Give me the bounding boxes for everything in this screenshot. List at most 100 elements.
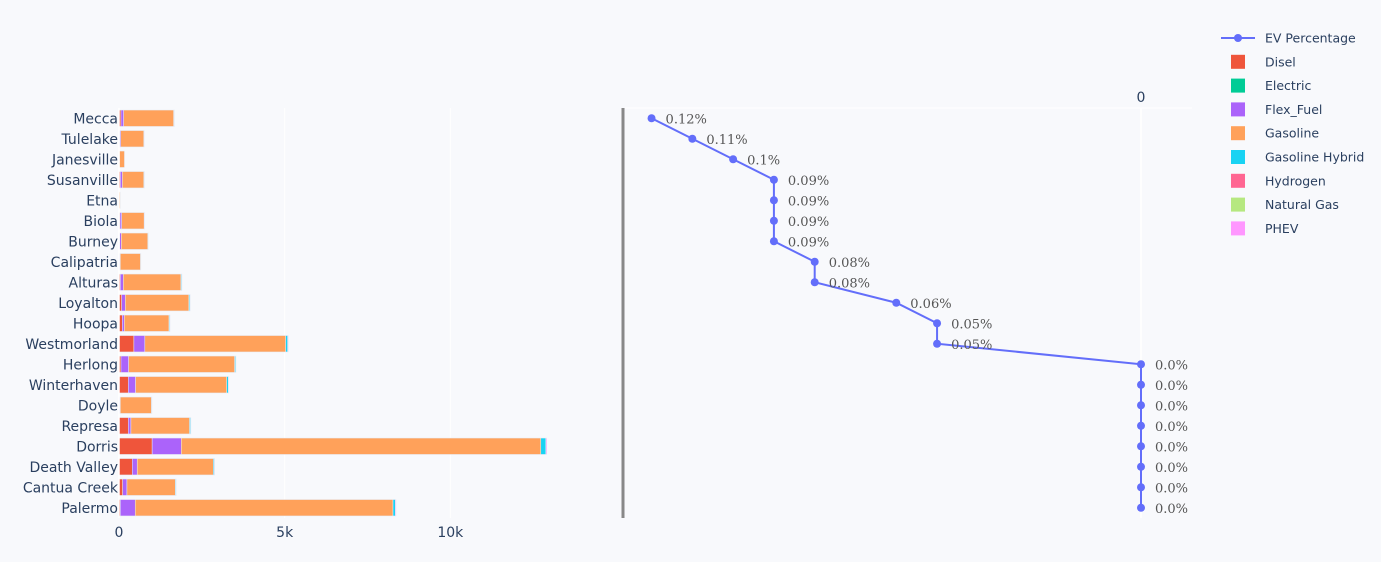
ev-data-label-burney: 0.09% xyxy=(788,235,829,250)
y-tick-label-alturas: Alturas xyxy=(69,275,118,291)
ev-data-label-biola: 0.09% xyxy=(788,215,829,230)
bar-winterhaven-flex-fuel xyxy=(128,376,136,394)
ev-point-mecca xyxy=(647,114,656,123)
bar-mecca-gasoline xyxy=(123,109,174,127)
ev-point-janesville xyxy=(729,155,738,164)
y-tick-label-winterhaven: Winterhaven xyxy=(29,378,118,394)
bar-palermo-gasoline xyxy=(134,499,394,517)
bar-westmorland-gasoline xyxy=(144,335,286,353)
ev-point-doyle xyxy=(1137,401,1145,410)
ev-data-label-susanville: 0.09% xyxy=(788,174,829,189)
bar-doyle-gasoline xyxy=(120,396,152,414)
bar-winterhaven-disel xyxy=(118,376,129,394)
legend-swatch-gasoline xyxy=(1231,126,1245,141)
line-x-tick-label-0: 0 xyxy=(1137,90,1146,106)
bar-westmorland-phev xyxy=(287,335,289,353)
y-tick-label-cantua-creek: Cantua Creek xyxy=(23,480,119,496)
y-tick-label-palermo: Palermo xyxy=(61,501,118,517)
bar-alturas-gasoline xyxy=(123,273,182,291)
bar-loyalton-flex-fuel xyxy=(121,294,126,312)
ev-data-label-herlong: 0.0% xyxy=(1155,358,1188,373)
ev-point-loyalton xyxy=(892,298,901,307)
bar-represa-disel xyxy=(118,417,129,435)
ev-data-label-mecca: 0.12% xyxy=(666,112,707,127)
y-tick-label-represa: Represa xyxy=(61,419,118,435)
ev-point-winterhaven xyxy=(1137,380,1145,389)
y-tick-label-etna: Etna xyxy=(86,193,118,209)
ev-percentage-line xyxy=(651,117,1142,508)
bar-chart xyxy=(118,109,548,517)
bar-dorris-gasoline xyxy=(181,437,542,455)
y-tick-label-westmorland: Westmorland xyxy=(25,337,118,353)
bar-westmorland-flex-fuel xyxy=(133,335,146,353)
bar-burney-gasoline xyxy=(121,232,149,250)
bar-cantua-creek-flex-fuel xyxy=(122,478,128,496)
ev-point-burney xyxy=(769,237,778,246)
ev-data-label-westmorland: 0.05% xyxy=(951,338,992,353)
x-tick-label-5k: 5k xyxy=(276,525,294,541)
ev-point-westmorland xyxy=(933,339,942,348)
legend-swatch-phev xyxy=(1231,221,1245,236)
bar-axes: Mecca Tulelake Janesville Susanville Etna Bio… xyxy=(23,108,464,541)
ev-point-dorris xyxy=(1137,442,1145,451)
bar-susanville-gasoline xyxy=(122,171,145,189)
ev-data-label-represa: 0.0% xyxy=(1155,420,1188,435)
bar-westmorland-disel xyxy=(118,335,135,353)
legend-swatch-gasoline-hybrid xyxy=(1231,150,1245,164)
ev-data-label-dorris: 0.0% xyxy=(1155,440,1188,455)
ev-point-tulelake xyxy=(688,134,697,143)
y-tick-label-mecca: Mecca xyxy=(73,111,118,127)
bar-hoopa-flex-fuel xyxy=(122,314,125,332)
ev-point-herlong xyxy=(1137,360,1145,369)
ev-point-death-valley xyxy=(1137,462,1145,471)
y-tick-label-hoopa: Hoopa xyxy=(73,316,118,332)
y-tick-label-biola: Biola xyxy=(83,214,118,230)
y-tick-label-calipatria: Calipatria xyxy=(51,255,118,271)
bar-death-valley-gasoline xyxy=(136,458,214,476)
ev-data-label-death-valley: 0.0% xyxy=(1155,461,1188,476)
bar-dorris-gasoline-hybrid xyxy=(540,437,547,455)
bar-represa-flex-fuel xyxy=(128,417,132,435)
legend-label-phev: PHEV xyxy=(1265,221,1299,236)
legend-label-gasoline-hybrid: Gasoline Hybrid xyxy=(1265,150,1364,165)
ev-data-label-loyalton: 0.06% xyxy=(910,297,951,312)
ev-data-label-winterhaven: 0.0% xyxy=(1155,379,1188,394)
bar-dorris-disel xyxy=(118,437,153,455)
bar-herlong-gasoline xyxy=(128,355,235,373)
y-tick-label-herlong: Herlong xyxy=(63,357,118,373)
bar-dorris-flex-fuel xyxy=(151,437,182,455)
y-tick-label-death-valley: Death Valley xyxy=(29,460,118,476)
bar-death-valley-disel xyxy=(118,458,133,476)
legend-label-electric: Electric xyxy=(1265,78,1311,93)
legend-label-hydrogen: Hydrogen xyxy=(1265,173,1326,188)
bar-palermo-phev xyxy=(395,499,397,517)
legend-label-disel: Disel xyxy=(1265,54,1296,69)
legend: EV Percentage Disel Electric Flex_Fuel Gasol… xyxy=(1221,31,1364,236)
bar-dorris-phev xyxy=(545,437,548,455)
ev-data-label-etna: 0.09% xyxy=(788,194,829,209)
legend-swatch-electric xyxy=(1231,78,1245,93)
ev-point-palermo xyxy=(1137,503,1145,512)
y-tick-label-dorris: Dorris xyxy=(76,439,118,455)
legend-marker-ev-percentage xyxy=(1234,34,1242,42)
bar-death-valley-flex-fuel xyxy=(132,458,138,476)
bar-westmorland-gasoline-hybrid xyxy=(285,335,288,353)
ev-data-label-doyle: 0.0% xyxy=(1155,399,1188,414)
ev-point-calipatria xyxy=(810,257,819,266)
bar-winterhaven-gasoline xyxy=(135,376,227,394)
ev-data-label-tulelake: 0.11% xyxy=(706,133,747,148)
legend-swatch-hydrogen xyxy=(1231,173,1245,188)
ev-point-cantua-creek xyxy=(1137,483,1145,492)
bar-loyalton-gasoline xyxy=(125,294,190,312)
ev-point-represa xyxy=(1137,421,1145,430)
bar-gridlines xyxy=(284,108,451,518)
bar-palermo-gasoline-hybrid xyxy=(392,499,396,517)
bar-biola-gasoline xyxy=(121,212,145,230)
ev-data-label-palermo: 0.0% xyxy=(1155,502,1188,517)
y-tick-label-doyle: Doyle xyxy=(78,398,118,414)
ev-point-susanville xyxy=(769,175,778,184)
ev-data-label-hoopa: 0.05% xyxy=(951,317,992,332)
ev-point-hoopa xyxy=(933,319,942,328)
bar-hoopa-gasoline xyxy=(124,314,170,332)
